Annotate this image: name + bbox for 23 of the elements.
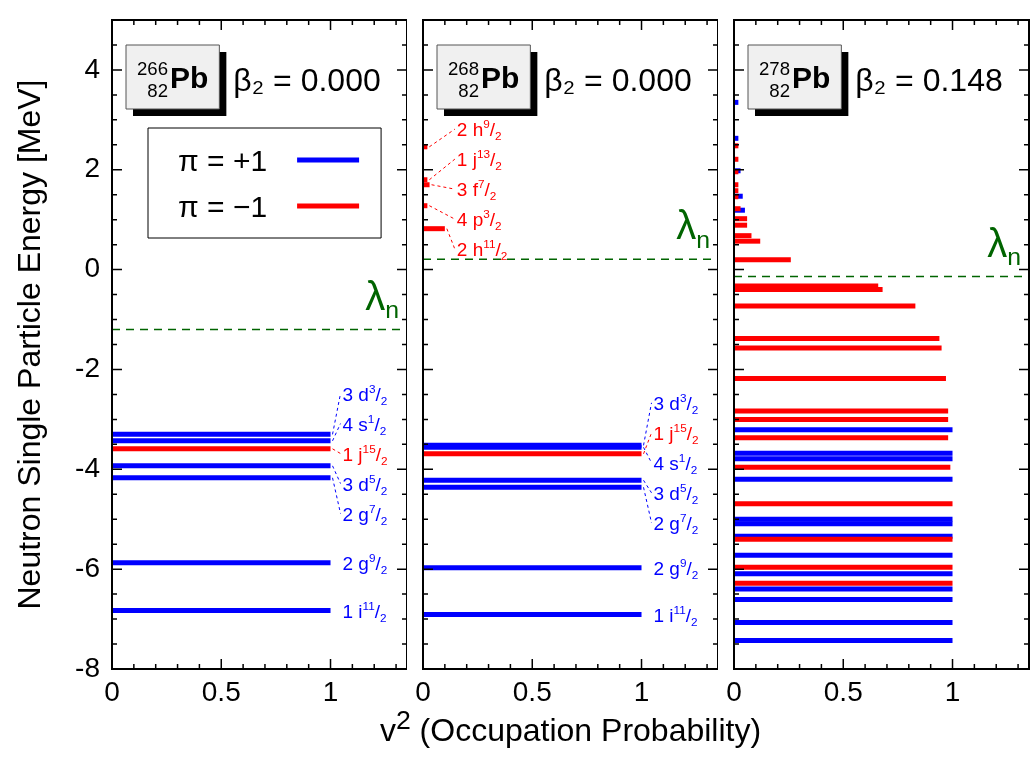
text: β₂ = 0.000 xyxy=(544,62,692,98)
x-tick-label: 0 xyxy=(726,675,742,707)
x-tick-label: 1 xyxy=(322,675,339,707)
x-axis-title: v$^{2}$ (Occupation Probability) xyxy=(379,705,762,748)
x-tick-label: 0.5 xyxy=(512,675,552,707)
y-tick-label: 2 xyxy=(84,152,100,184)
y-axis-title: Neutron Single Particle Energy [MeV] xyxy=(11,79,47,610)
y-tick-label: 0 xyxy=(84,252,100,284)
x-tick-label: 0.5 xyxy=(201,675,241,707)
x-tick-label: 0 xyxy=(415,675,431,707)
y-tick-label: -8 xyxy=(75,651,100,683)
x-tick-label: 0 xyxy=(104,675,120,707)
y-tick-label: -6 xyxy=(75,551,100,583)
legend-label: π = −1 xyxy=(178,190,268,223)
y-tick-label: 4 xyxy=(84,52,100,84)
text: β₂ = 0.000 xyxy=(233,62,381,98)
x-tick-label: 1 xyxy=(944,675,961,707)
y-tick-label: -2 xyxy=(75,352,100,384)
x-tick-label: 0.5 xyxy=(823,675,863,707)
text: β₂ = 0.148 xyxy=(855,62,1003,98)
y-tick-label: -4 xyxy=(75,452,100,484)
x-tick-label: 1 xyxy=(633,675,650,707)
legend-label: π = +1 xyxy=(178,144,268,177)
